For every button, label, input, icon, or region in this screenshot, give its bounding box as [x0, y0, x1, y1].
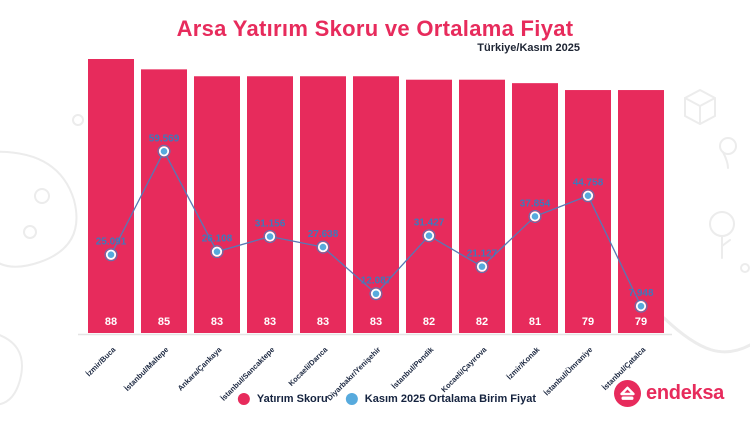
bar-score-label: 83	[264, 316, 276, 328]
score-legend-dot-icon	[237, 393, 250, 405]
price-point	[582, 190, 594, 201]
price-point-ring	[369, 287, 383, 301]
bar-score-label: 82	[476, 316, 488, 328]
bar-score-label: 82	[423, 316, 435, 328]
legend: Yatırım Skoru Kasım 2025 Ortalama Birim …	[237, 393, 536, 405]
price-value-label: 27.638	[308, 229, 339, 240]
page-title: Arsa Yatırım Skoru ve Ortalama Fiyat	[176, 16, 574, 41]
endeksa-logo: endeksa	[614, 380, 724, 407]
legend-item-score: Yatırım Skoru	[237, 393, 328, 405]
bar-score-label: 83	[211, 316, 223, 328]
bar-score-label: 81	[529, 316, 541, 328]
endeksa-house-icon	[614, 380, 642, 407]
bar	[565, 90, 611, 333]
pin-doodle	[719, 137, 737, 169]
price-value-label: 59.569	[149, 133, 180, 144]
bar	[300, 76, 346, 333]
price-point-ring	[157, 144, 171, 158]
price-value-label: 31.427	[414, 218, 445, 229]
bar-score-label: 83	[370, 316, 382, 328]
logo-wordmark: endeksa	[646, 382, 724, 404]
score-legend-label: Yatırım Skoru	[256, 393, 328, 405]
cube-doodle	[684, 89, 716, 125]
price-point	[317, 241, 329, 253]
price-point	[158, 146, 170, 157]
price-point	[529, 211, 541, 222]
bar-score-label: 79	[635, 316, 647, 328]
price-value-label: 31.156	[255, 219, 286, 230]
tree-doodle	[709, 211, 735, 259]
price-value-label: 21.127	[467, 249, 498, 260]
category-label: Kocaeli/Darıca	[286, 344, 330, 388]
bar-score-label: 85	[158, 316, 170, 328]
bar	[406, 79, 452, 333]
category-label: İzmir/Buca	[84, 344, 118, 378]
category-label: Kocaeli/Çayırova	[439, 344, 489, 394]
price-point	[423, 230, 435, 241]
price-point-ring	[475, 260, 489, 274]
price-point	[635, 301, 647, 312]
category-label: İstanbul/Pendik	[390, 344, 436, 390]
bar-score-label: 79	[582, 316, 594, 328]
palette-doodle	[0, 150, 78, 268]
bar	[512, 83, 558, 334]
price-legend-label: Kasım 2025 Ortalama Birim Fiyat	[364, 393, 536, 405]
price-value-label: 26.108	[202, 234, 233, 245]
price-point-ring	[104, 248, 118, 262]
bar	[618, 90, 664, 333]
price-point-ring	[528, 209, 542, 223]
price-value-label: 7.948	[628, 288, 653, 299]
category-label: İzmir/Konak	[505, 344, 542, 381]
price-point	[476, 261, 488, 272]
bar	[194, 76, 240, 333]
price-point-ring	[316, 240, 330, 254]
price-point-ring	[634, 299, 648, 313]
price-value-label: 44.758	[573, 178, 604, 189]
price-point	[264, 231, 276, 242]
legend-item-price: Kasım 2025 Ortalama Birim Fiyat	[345, 393, 536, 405]
price-point-ring	[210, 245, 224, 259]
price-point-ring	[581, 189, 595, 203]
category-label: İstanbul/Maltepe	[122, 345, 170, 393]
bar	[141, 69, 187, 333]
bar-score-label: 88	[105, 316, 117, 328]
chart-subtitle: Türkiye/Kasım 2025	[477, 42, 580, 54]
category-label: Ankara/Çankaya	[176, 344, 224, 392]
bar	[88, 59, 134, 333]
bar	[459, 79, 505, 333]
price-point-ring	[263, 230, 277, 244]
price-value-label: 12.087	[361, 276, 392, 287]
price-point	[105, 249, 117, 260]
price-point	[370, 288, 382, 299]
price-point-ring	[422, 229, 436, 243]
bar-score-label: 83	[317, 316, 329, 328]
bar	[247, 76, 293, 333]
price-legend-dot-icon	[345, 393, 358, 405]
category-label: İstanbul/Ümraniye	[542, 345, 594, 397]
chart-header: Arsa Yatırım Skoru ve Ortalama Fiyat Tür…	[0, 16, 750, 54]
price-point	[211, 246, 223, 257]
price-value-label: 25.091	[96, 237, 127, 248]
price-value-label: 37.854	[520, 198, 551, 209]
